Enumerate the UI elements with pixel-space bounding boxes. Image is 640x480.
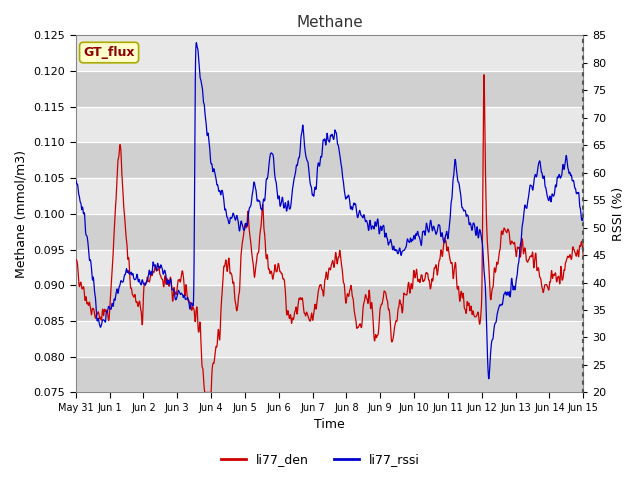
Text: GT_flux: GT_flux <box>83 46 135 59</box>
Bar <box>76 71 583 107</box>
Bar <box>76 36 583 71</box>
Y-axis label: RSSI (%): RSSI (%) <box>612 187 625 241</box>
Bar <box>76 143 583 178</box>
Bar <box>76 214 583 250</box>
Legend: li77_den, li77_rssi: li77_den, li77_rssi <box>216 448 424 471</box>
X-axis label: Time: Time <box>314 419 345 432</box>
Y-axis label: Methane (mmol/m3): Methane (mmol/m3) <box>15 150 28 278</box>
Bar <box>76 107 583 143</box>
Title: Methane: Methane <box>296 15 363 30</box>
Bar <box>76 250 583 285</box>
Bar <box>76 178 583 214</box>
Bar <box>76 285 583 321</box>
Bar <box>76 321 583 357</box>
Bar <box>76 357 583 393</box>
